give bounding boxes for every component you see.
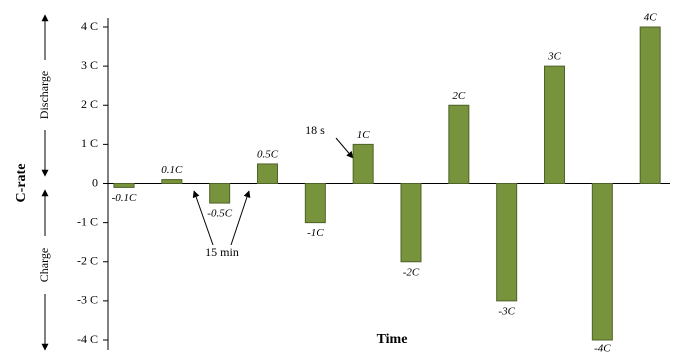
- x-axis-label: Time: [377, 332, 408, 347]
- annotation: 18 s: [305, 123, 325, 137]
- y-tick-label: 1 C: [81, 136, 98, 150]
- value-label: 0.5C: [257, 148, 279, 160]
- y-tick-label: 0: [92, 175, 98, 189]
- value-label: 1C: [357, 129, 371, 141]
- value-label: 0.1C: [161, 164, 183, 176]
- annotation: 15 min: [205, 245, 239, 259]
- bar: [591, 183, 613, 341]
- y-tick-label: -3 C: [77, 293, 98, 307]
- value-label: -0.5C: [207, 208, 232, 220]
- y-tick-label: -2 C: [77, 254, 98, 268]
- y-axis-label: C-rate: [14, 164, 29, 203]
- bar: [448, 104, 470, 184]
- arrow: [335, 137, 354, 159]
- y-tick-label: 2 C: [81, 97, 98, 111]
- value-label: -1C: [307, 227, 324, 239]
- bar: [209, 183, 231, 204]
- value-label: -3C: [498, 305, 515, 317]
- value-label: -0.1C: [112, 192, 137, 204]
- bar: [257, 163, 278, 184]
- value-label: -2C: [403, 266, 420, 278]
- bar: [400, 183, 422, 263]
- annotation: Charge: [37, 248, 51, 282]
- bar: [496, 183, 518, 302]
- bar: [544, 65, 565, 184]
- bar: [161, 179, 183, 184]
- value-label: -4C: [594, 343, 611, 354]
- y-tick-label: -1 C: [77, 214, 98, 228]
- value-label: 3C: [547, 51, 562, 63]
- y-tick-label: 3 C: [81, 58, 98, 72]
- bar: [352, 143, 374, 184]
- bar: [304, 183, 326, 224]
- bar: [639, 26, 661, 184]
- value-label: 4C: [644, 12, 658, 24]
- y-tick-label: -4 C: [77, 332, 98, 346]
- value-label: 2C: [452, 90, 466, 102]
- arrow: [230, 190, 251, 246]
- annotation: Discharge: [37, 71, 51, 119]
- y-tick-label: 4 C: [81, 19, 98, 33]
- bar: [113, 183, 135, 188]
- arrow: [192, 190, 214, 246]
